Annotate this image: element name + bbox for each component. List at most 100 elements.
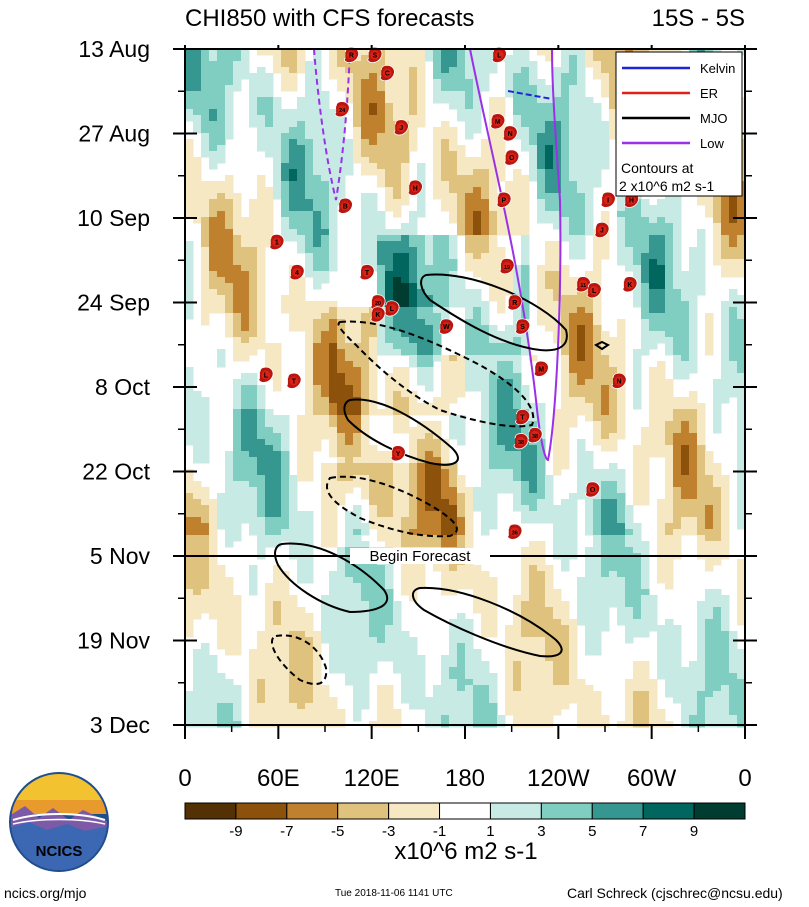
field-cell xyxy=(345,157,354,164)
field-cell xyxy=(737,565,746,572)
field-cell xyxy=(625,577,634,584)
field-cell xyxy=(641,343,650,350)
field-cell xyxy=(737,211,746,218)
field-cell xyxy=(393,541,402,548)
field-cell xyxy=(521,109,530,116)
field-cell xyxy=(329,493,338,500)
field-cell xyxy=(449,373,458,380)
field-cell xyxy=(489,127,498,134)
field-cell xyxy=(281,181,290,188)
field-cell xyxy=(505,55,514,62)
field-cell xyxy=(273,433,282,440)
field-cell xyxy=(609,343,618,350)
field-cell xyxy=(713,517,722,524)
field-cell xyxy=(449,253,458,260)
field-cell xyxy=(313,277,322,284)
field-cell xyxy=(249,433,258,440)
field-cell xyxy=(217,643,226,650)
field-cell xyxy=(561,439,570,446)
field-cell xyxy=(641,217,650,224)
field-cell xyxy=(441,535,450,542)
field-cell xyxy=(465,637,474,644)
field-cell xyxy=(305,205,314,212)
field-cell xyxy=(497,151,506,158)
field-cell xyxy=(345,547,354,554)
field-cell xyxy=(609,565,618,572)
field-cell xyxy=(665,325,674,332)
field-cell xyxy=(289,643,298,650)
field-cell xyxy=(529,73,538,80)
field-cell xyxy=(633,601,642,608)
field-cell xyxy=(329,211,338,218)
field-cell xyxy=(417,499,426,506)
field-cell xyxy=(305,247,314,254)
field-cell xyxy=(449,565,458,572)
field-cell xyxy=(593,565,602,572)
field-cell xyxy=(385,511,394,518)
field-cell xyxy=(577,319,586,326)
field-cell xyxy=(233,337,242,344)
field-cell xyxy=(433,445,442,452)
field-cell xyxy=(601,391,610,398)
field-cell xyxy=(529,163,538,170)
field-cell xyxy=(249,109,258,116)
field-cell xyxy=(401,463,410,470)
field-cell xyxy=(609,433,618,440)
field-cell xyxy=(585,229,594,236)
field-cell xyxy=(361,493,370,500)
field-cell xyxy=(337,415,346,422)
field-cell xyxy=(329,229,338,236)
field-cell xyxy=(537,157,546,164)
field-cell xyxy=(489,205,498,212)
field-cell xyxy=(633,229,642,236)
field-cell xyxy=(617,523,626,530)
field-cell xyxy=(505,223,514,230)
field-cell xyxy=(705,199,714,206)
field-cell xyxy=(569,397,578,404)
field-cell xyxy=(433,193,442,200)
field-cell xyxy=(217,511,226,518)
field-cell xyxy=(225,55,234,62)
field-cell xyxy=(385,103,394,110)
field-cell xyxy=(665,637,674,644)
field-cell xyxy=(569,373,578,380)
field-cell xyxy=(561,277,570,284)
field-cell xyxy=(601,397,610,404)
field-cell xyxy=(225,115,234,122)
field-cell xyxy=(233,637,242,644)
field-cell xyxy=(665,487,674,494)
field-cell xyxy=(609,385,618,392)
field-cell xyxy=(569,541,578,548)
field-cell xyxy=(497,445,506,452)
field-cell xyxy=(241,439,250,446)
field-cell xyxy=(657,439,666,446)
field-cell xyxy=(377,517,386,524)
field-cell xyxy=(209,139,218,146)
field-cell xyxy=(513,451,522,458)
field-cell xyxy=(369,493,378,500)
field-cell xyxy=(545,91,554,98)
field-cell xyxy=(377,265,386,272)
field-cell xyxy=(337,583,346,590)
field-cell xyxy=(417,49,426,56)
field-cell xyxy=(417,199,426,206)
field-cell xyxy=(569,619,578,626)
field-cell xyxy=(489,175,498,182)
field-cell xyxy=(241,349,250,356)
field-cell xyxy=(641,265,650,272)
field-cell xyxy=(209,307,218,314)
field-cell xyxy=(289,475,298,482)
field-cell xyxy=(289,505,298,512)
field-cell xyxy=(289,49,298,56)
field-cell xyxy=(385,247,394,254)
field-cell xyxy=(505,361,514,368)
field-cell xyxy=(649,211,658,218)
field-cell xyxy=(673,217,682,224)
field-cell xyxy=(273,349,282,356)
field-cell xyxy=(321,469,330,476)
field-cell xyxy=(649,427,658,434)
field-cell xyxy=(417,55,426,62)
field-cell xyxy=(657,205,666,212)
field-cell xyxy=(385,571,394,578)
field-cell xyxy=(553,121,562,128)
